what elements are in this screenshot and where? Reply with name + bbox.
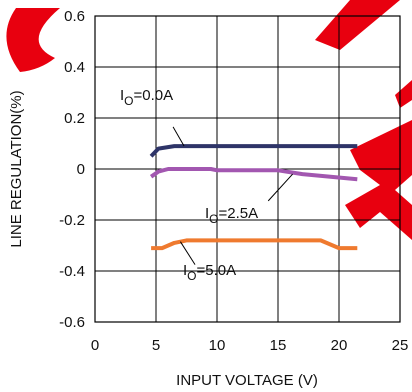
series-line-1 [149, 167, 358, 182]
x-tick-label: 5 [152, 337, 160, 354]
annotation-layer: IO=0.0A IO=2.5A IO=5.0A [120, 87, 294, 283]
annotation-leader [179, 241, 196, 265]
x-tick-label: 25 [392, 337, 409, 354]
y-tick-label: 0.6 [64, 8, 85, 25]
watermark-arc [6, 8, 60, 72]
series-line-0 [149, 144, 358, 158]
watermark-mark [315, 0, 400, 50]
series-line-2 [151, 238, 358, 251]
watermark-letter [395, 80, 412, 108]
plot-grid [95, 16, 400, 322]
y-tick-label: -0.4 [59, 263, 85, 280]
x-tick-label: 20 [331, 337, 348, 354]
watermark [6, 0, 412, 240]
x-tick-label: 10 [209, 337, 226, 354]
tick-label-layer: 0 5 10 15 20 25 0.6 0.4 0.2 0 -0.2 -0.4 -0.6 [59, 8, 408, 354]
y-axis-title: LINE REGULATION(%) [8, 90, 25, 247]
y-tick-label: 0.2 [64, 110, 85, 127]
series-layer [149, 144, 358, 251]
x-tick-label: 15 [270, 337, 287, 354]
annotation-label: IO=2.5A [205, 205, 258, 226]
annotation-label: IO=5.0A [183, 262, 236, 283]
y-tick-label: 0.4 [64, 59, 85, 76]
y-tick-label: -0.2 [59, 212, 85, 229]
y-tick-label: -0.6 [59, 314, 85, 331]
watermark-letter-large [345, 120, 412, 240]
x-axis-title: INPUT VOLTAGE (V) [176, 372, 318, 389]
annotation-label: IO=0.0A [120, 87, 173, 108]
x-tick-label: 0 [91, 337, 99, 354]
annotation-leader [172, 126, 185, 147]
y-tick-label: 0 [77, 161, 85, 178]
plot-frame [94, 15, 401, 323]
annotation-leader [267, 173, 294, 202]
